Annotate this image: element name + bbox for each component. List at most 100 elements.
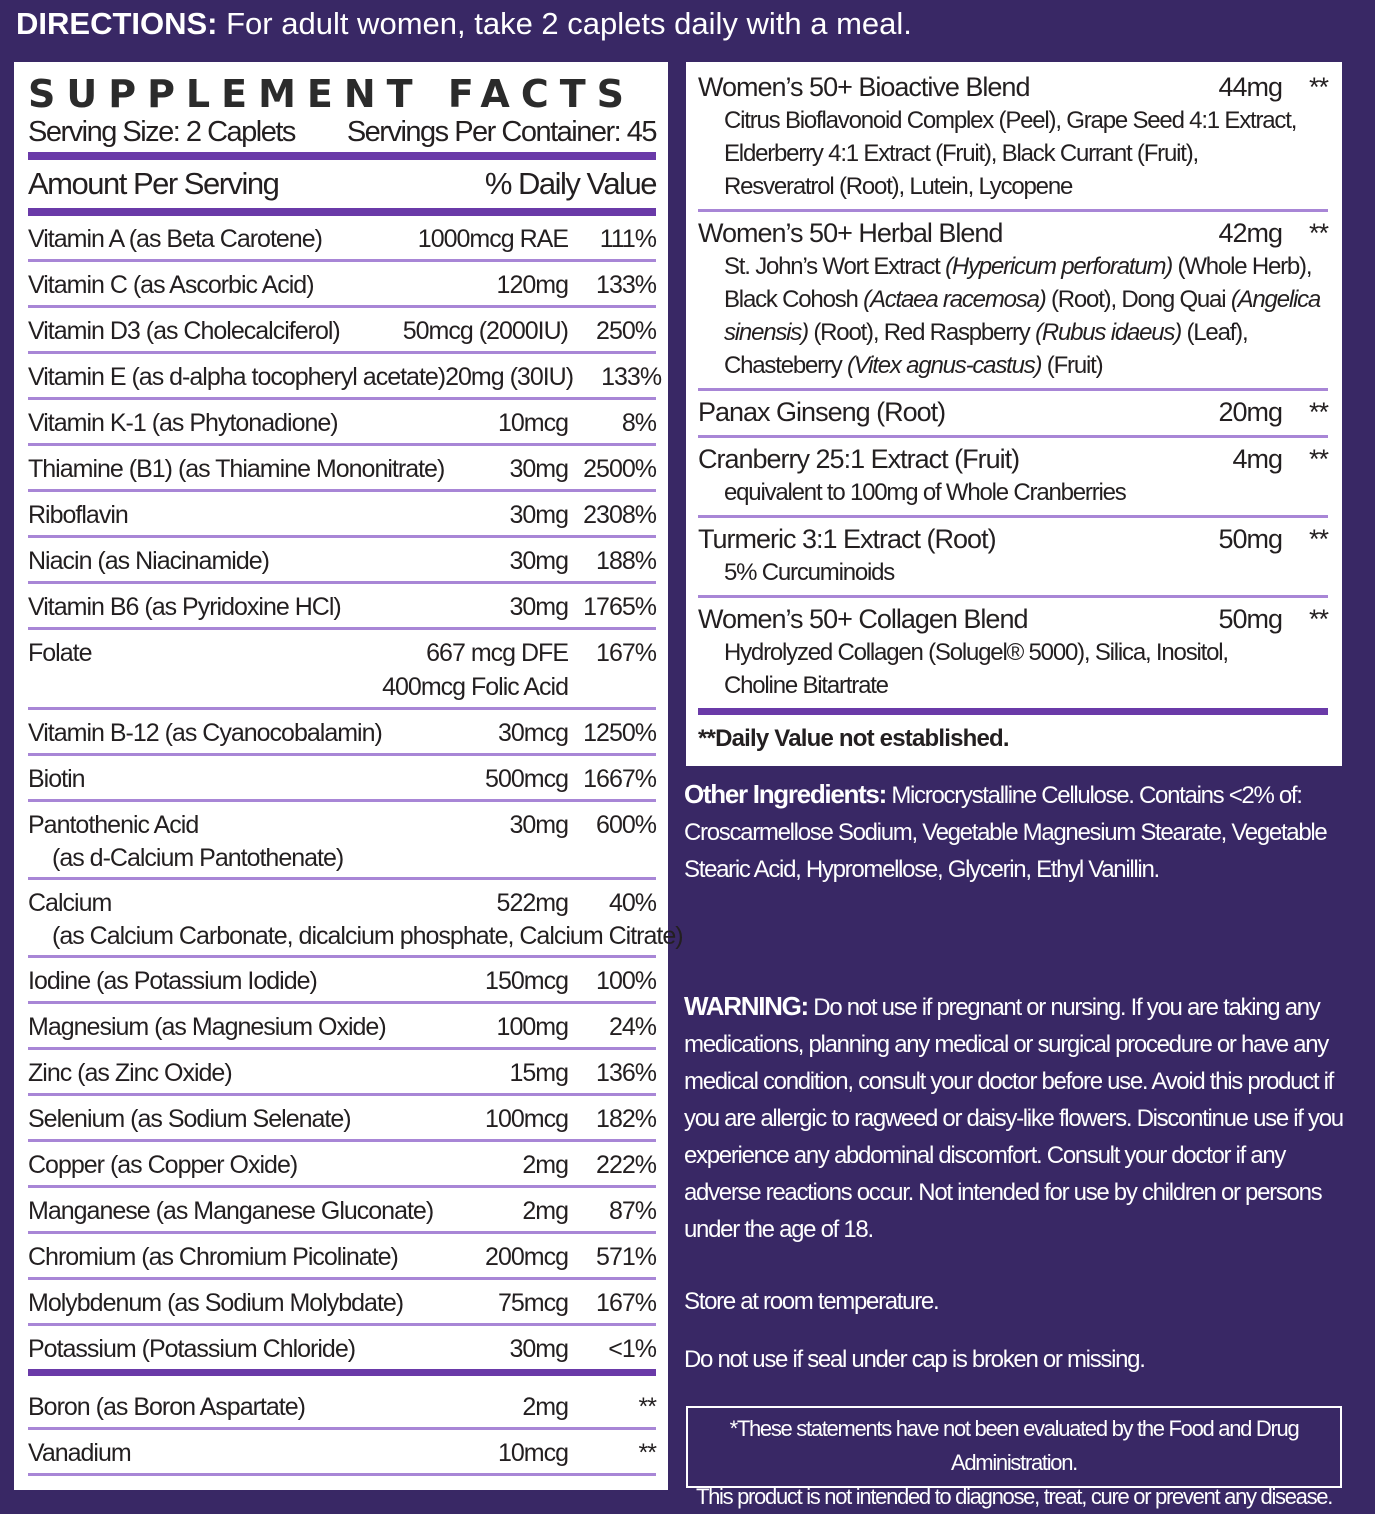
blend-amount: 50mg <box>1218 604 1283 634</box>
nutrient-dv: 2500% <box>583 455 657 483</box>
nutrient-name: Thiamine (B1) (as Thiamine Mononitrate) <box>28 455 445 483</box>
blend-amount: 44mg <box>1218 72 1283 102</box>
blend-description: Resveratrol (Root), Lutein, Lycopene <box>724 173 1073 200</box>
blend-dv: ** <box>1308 524 1329 554</box>
blend-name: Women’s 50+ Collagen Blend <box>698 604 1028 634</box>
blend-amount: 42mg <box>1218 218 1283 248</box>
nutrient-name: Vitamin A (as Beta Carotene) <box>28 225 323 253</box>
nutrient-row: Molybdenum (as Sodium Molybdate) 75mcg 167… <box>28 1280 657 1326</box>
nutrient-name: Vitamin B-12 (as Cyanocobalamin) <box>28 719 383 747</box>
nutrient-dv: 1250% <box>583 719 657 747</box>
blend-item: Turmeric 3:1 Extract (Root) 50mg ** 5% Curc… <box>698 518 1329 598</box>
blends-panel: Women’s 50+ Bioactive Blend 44mg ** Citrus … <box>686 62 1342 766</box>
nutrient-row: Vitamin A (as Beta Carotene) 1000mcg RAE 1… <box>28 216 657 262</box>
nutrient-dv: 87% <box>608 1197 657 1225</box>
blend-item: Women’s 50+ Collagen Blend 50mg ** Hydrolyz… <box>698 598 1329 715</box>
nutrient-name: Selenium (as Sodium Selenate) <box>28 1105 352 1133</box>
nutrient-row: Manganese (as Manganese Gluconate) 2mg 87% <box>28 1188 657 1234</box>
blend-description: St. John’s Wort Extract (Hypericum perfo… <box>724 253 1313 280</box>
nutrient-name: Pantothenic Acid <box>28 811 199 839</box>
blend-dv: ** <box>1308 72 1329 102</box>
nutrient-dv: 167% <box>596 639 657 667</box>
nutrient-amount: 200mcg <box>485 1243 569 1271</box>
blend-description: Hydrolyzed Collagen (Solugel® 5000), Sil… <box>724 639 1229 666</box>
nutrient-name: Vitamin E (as d-alpha tocopheryl acetate… <box>28 363 446 391</box>
nutrient-row: Calcium 522mg 40% (as Calcium Carbonate, di… <box>28 880 684 958</box>
nutrient-amount: 30mg <box>509 547 569 575</box>
nutrient-name: Zinc (as Zinc Oxide) <box>28 1059 233 1087</box>
nutrient-amount: 30mg <box>509 501 569 529</box>
blend-item: Panax Ginseng (Root) 20mg ** <box>698 391 1329 438</box>
nutrient-amount: 2mg <box>522 1393 569 1421</box>
nutrient-dv: 100% <box>596 967 657 995</box>
blend-description: Chasteberry (Vitex agnus-castus) (Fruit) <box>724 352 1104 379</box>
nutrient-row: Folate 667 mcg DFE 400mcg Folic Acid 167% <box>28 630 657 710</box>
nutrient-name: Magnesium (as Magnesium Oxide) <box>28 1013 387 1041</box>
nutrient-amount: 30mg <box>509 455 569 483</box>
nutrient-amount: 30mg <box>509 1335 569 1363</box>
amount-header: Amount Per Serving <box>28 166 280 201</box>
nutrient-dv: 1667% <box>583 765 657 793</box>
nutrient-name: Manganese (as Manganese Gluconate) <box>28 1197 434 1225</box>
nutrient-row: Vitamin B-12 (as Cyanocobalamin) 30mcg 125… <box>28 710 657 756</box>
disclaimer-line: This product is not intended to diagnose… <box>695 1484 1333 1509</box>
nutrient-amount: 10mcg <box>497 409 569 437</box>
nutrient-row: Pantothenic Acid 30mg 600% (as d-Calcium Pa… <box>28 802 657 880</box>
nutrient-amount: 120mg <box>496 271 569 299</box>
nutrient-dv: 600% <box>596 811 657 839</box>
nutrient-amount: 100mg <box>496 1013 569 1041</box>
nutrient-dv: 24% <box>608 1013 657 1041</box>
facts-title: SUPPLEMENT FACTS <box>28 72 636 116</box>
nutrient-name: Iodine (as Potassium Iodide) <box>28 967 318 995</box>
nutrient-amount: 150mcg <box>485 967 569 995</box>
nutrient-name: Molybdenum (as Sodium Molybdate) <box>28 1289 404 1317</box>
dv-note: **Daily Value not established. <box>698 725 1010 752</box>
blend-item: Women’s 50+ Herbal Blend 42mg ** St. John’s… <box>698 212 1329 391</box>
nutrient-row: Chromium (as Chromium Picolinate) 200mcg 5… <box>28 1234 657 1280</box>
nutrient-row: Iodine (as Potassium Iodide) 150mcg 100% <box>28 958 657 1004</box>
nutrient-row: Magnesium (as Magnesium Oxide) 100mg 24% <box>28 1004 657 1050</box>
nutrient-row: Riboflavin 30mg 2308% <box>28 492 657 538</box>
blend-description: 5% Curcuminoids <box>724 559 895 586</box>
nutrient-name: Riboflavin <box>28 501 129 529</box>
blend-item: Cranberry 25:1 Extract (Fruit) 4mg ** equiv… <box>698 438 1329 518</box>
nutrient-name: Niacin (as Niacinamide) <box>28 547 270 575</box>
directions: DIRECTIONS: For adult women, take 2 capl… <box>16 6 912 42</box>
nutrient-row: Selenium (as Sodium Selenate) 100mcg 182% <box>28 1096 657 1142</box>
nutrient-amount: 75mcg <box>497 1289 569 1317</box>
nutrient-dv: <1% <box>608 1335 657 1363</box>
blend-dv: ** <box>1308 397 1329 427</box>
nutrient-amount: 500mcg <box>485 765 569 793</box>
nutrient-name: Vitamin B6 (as Pyridoxine HCl) <box>28 593 342 621</box>
nutrient-row: Vitamin B6 (as Pyridoxine HCl) 30mg 1765% <box>28 584 657 630</box>
nutrient-source: (as d-Calcium Pantothenate) <box>52 844 344 872</box>
nutrient-dv: 250% <box>596 317 657 345</box>
nutrient-amount: 15mg <box>509 1059 569 1087</box>
blend-description: Citrus Bioflavonoid Complex (Peel), Grap… <box>724 107 1297 134</box>
nutrient-dv: 136% <box>596 1059 657 1087</box>
nutrient-name: Vanadium <box>28 1439 132 1467</box>
nutrient-amount: 522mg <box>496 889 569 917</box>
nutrient-dv: 133% <box>601 363 662 391</box>
nutrient-dv: 2308% <box>583 501 657 529</box>
nutrient-dv: 133% <box>596 271 657 299</box>
nutrient-row: Potassium (Potassium Chloride) 30mg <1% <box>28 1326 657 1376</box>
nutrient-amount: 30mcg <box>497 719 569 747</box>
nutrient-name: Calcium <box>28 889 112 917</box>
blend-dv: ** <box>1308 444 1329 474</box>
fda-disclaimer: *These statements have not been evaluate… <box>686 1406 1342 1509</box>
nutrient-name: Folate <box>28 639 92 667</box>
blend-name: Panax Ginseng (Root) <box>698 397 946 427</box>
nutrient-amount: 50mcg (2000IU) <box>402 317 569 345</box>
nutrient-name: Boron (as Boron Aspartate) <box>28 1393 306 1421</box>
blend-description: Choline Bitartrate <box>724 672 889 699</box>
blend-dv: ** <box>1308 604 1329 634</box>
disclaimer-line: *These statements have not been evaluate… <box>729 1416 1300 1475</box>
nutrient-row: Vitamin C (as Ascorbic Acid) 120mg 133% <box>28 262 657 308</box>
blend-amount: 20mg <box>1218 397 1283 427</box>
blend-item: Women’s 50+ Bioactive Blend 44mg ** Citrus … <box>698 66 1329 212</box>
nutrient-dv: 1765% <box>583 593 657 621</box>
blend-name: Women’s 50+ Bioactive Blend <box>698 72 1030 102</box>
directions-text: For adult women, take 2 caplets daily wi… <box>217 6 912 41</box>
nutrient-dv: ** <box>638 1393 657 1421</box>
